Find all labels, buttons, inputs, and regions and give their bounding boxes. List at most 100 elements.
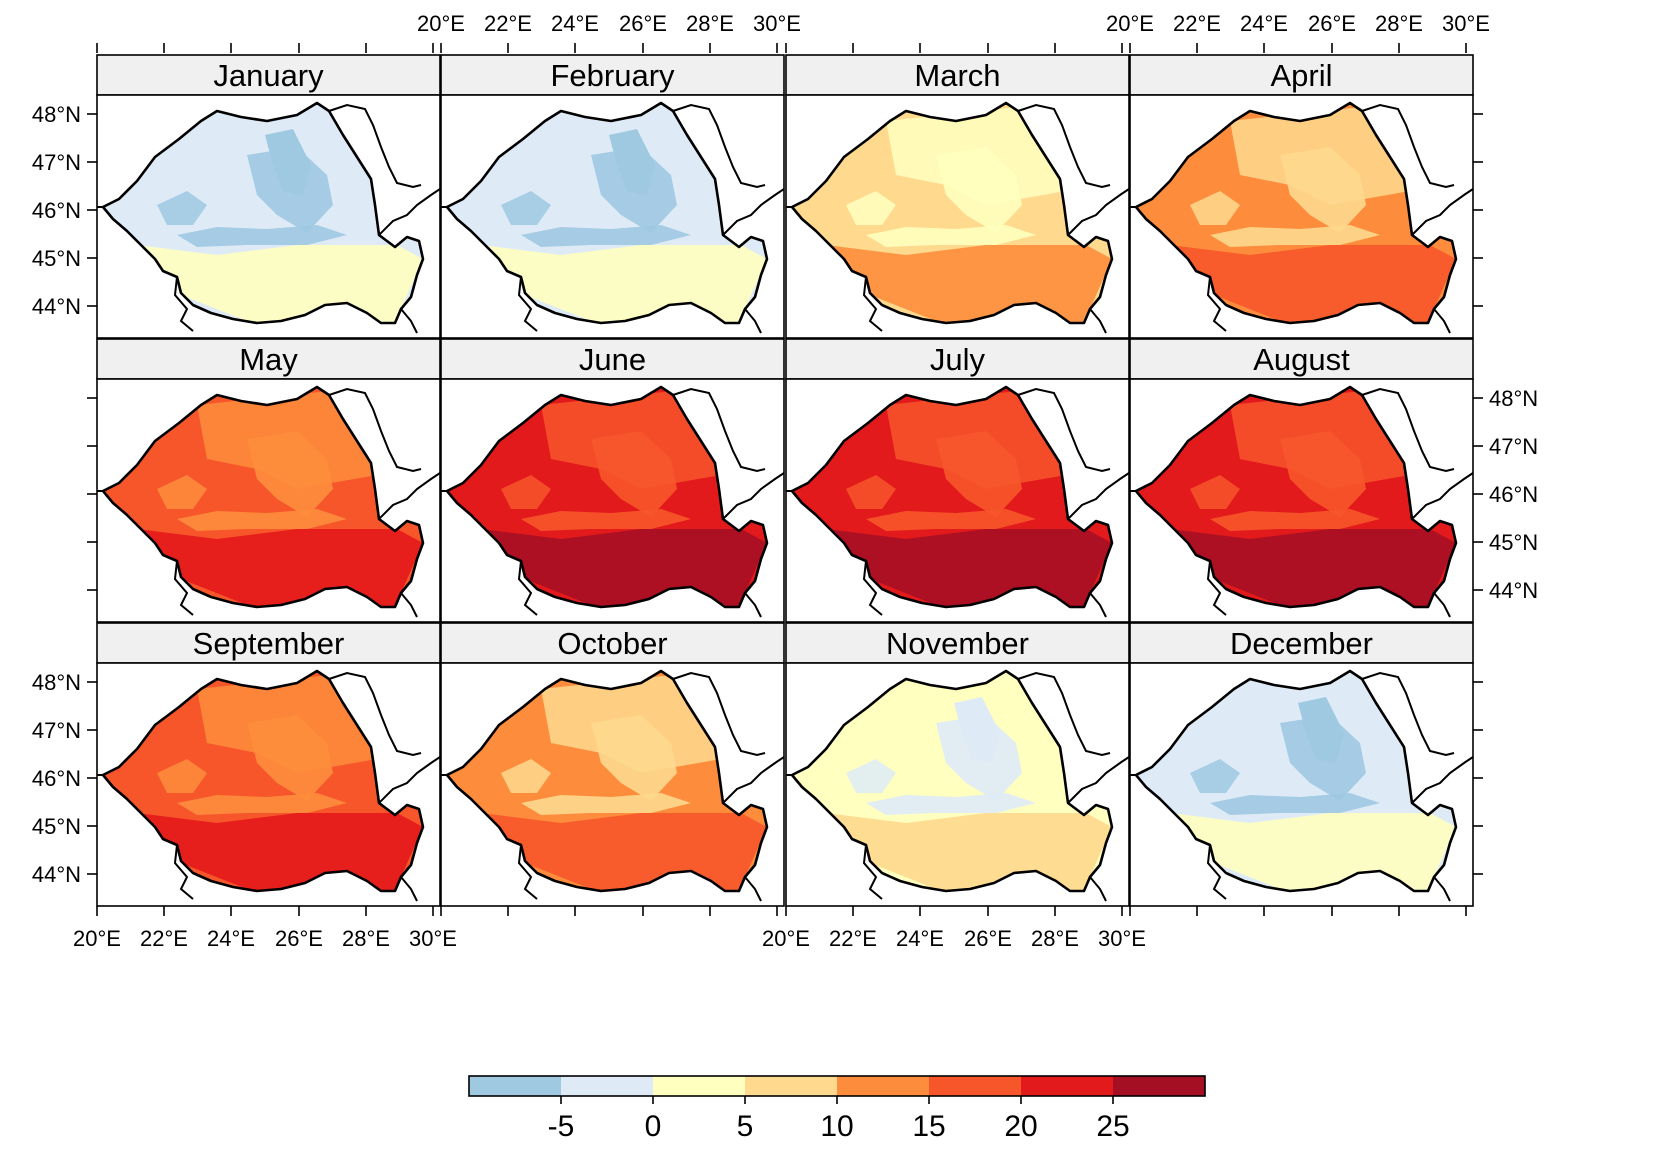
neighbour-border: [1089, 592, 1107, 618]
neighbour-border: [173, 844, 194, 900]
neighbour-border: [1361, 387, 1455, 473]
apuseni-zone: [501, 759, 551, 793]
neighbour-border: [517, 560, 538, 616]
x-tick-label: 24°E: [1240, 11, 1288, 36]
x-tick-label: 26°E: [275, 926, 323, 951]
neighbour-border: [173, 560, 194, 616]
panel-january: January: [96, 54, 441, 339]
panel-strip: [1129, 54, 1474, 96]
y-tick-label: 47°N: [32, 718, 81, 743]
cold-spot: [609, 129, 655, 195]
romania-border: [790, 385, 1114, 609]
x-tick-label: 24°E: [551, 11, 599, 36]
panel-title: October: [557, 626, 667, 661]
romania-border: [445, 101, 769, 325]
x-tick-label: 20°E: [73, 926, 121, 951]
y-tick-label: 48°N: [32, 670, 81, 695]
neighbour-border: [672, 387, 766, 473]
romania-map: [441, 669, 785, 902]
romania-border: [445, 669, 769, 893]
apuseni-zone: [1190, 191, 1240, 225]
x-tick-label: 28°E: [1375, 11, 1423, 36]
neighbour-border: [1411, 472, 1474, 520]
neighbour-border: [1089, 876, 1107, 902]
neighbour-border: [1067, 756, 1130, 804]
axes-layer: 20°E 22°E 24°E 26°E 28°E 30°E 20°E 22°E 24°E 26°E…: [32, 11, 1538, 951]
apuseni-zone: [501, 475, 551, 509]
panel-title: May: [239, 342, 298, 377]
colorbar-label: 25: [1096, 1110, 1129, 1143]
southern-carpathians-zone: [866, 793, 1036, 815]
panel-december: December: [1129, 622, 1474, 907]
x-tick-label: 30°E: [1098, 926, 1146, 951]
colorbar-bin: [561, 1076, 654, 1096]
neighbour-border: [173, 276, 194, 332]
romania-border: [101, 101, 425, 325]
panel-march: March: [785, 54, 1130, 339]
neighbour-border: [1411, 188, 1474, 236]
apuseni-zone: [501, 191, 551, 225]
southern-carpathians-zone: [866, 509, 1036, 531]
x-tick-label: 20°E: [762, 926, 810, 951]
romania-border: [1134, 101, 1458, 325]
y-tick-label: 45°N: [32, 814, 81, 839]
x-tick-label: 30°E: [753, 11, 801, 36]
neighbour-border: [1411, 756, 1474, 804]
neighbour-border: [722, 472, 785, 520]
panel-may: May: [96, 338, 441, 623]
southern-carpathians-zone: [521, 509, 691, 531]
x-tick-label: 26°E: [619, 11, 667, 36]
neighbour-border: [328, 671, 422, 757]
romania-map: [786, 385, 1130, 618]
colorbar-label: 20: [1004, 1110, 1037, 1143]
panel-title: November: [886, 626, 1029, 661]
romania-map: [1130, 101, 1474, 334]
y-tick-label: 44°N: [32, 294, 81, 319]
y-tick-label: 48°N: [1489, 386, 1538, 411]
x-tick-label: 28°E: [686, 11, 734, 36]
southern-carpathians-zone: [866, 225, 1036, 247]
romania-border: [790, 101, 1114, 325]
southern-carpathians-zone: [521, 793, 691, 815]
neighbour-border: [744, 876, 762, 902]
colorbar-bin: [929, 1076, 1022, 1096]
neighbour-border: [1433, 308, 1451, 334]
panel-strip: [96, 622, 441, 664]
y-tick-label: 45°N: [32, 246, 81, 271]
x-tick-label: 30°E: [409, 926, 457, 951]
cold-spot: [1298, 697, 1344, 763]
romania-map: [441, 101, 785, 334]
panel-strip: [96, 338, 441, 380]
romania-map: [97, 385, 441, 618]
neighbour-border: [1206, 844, 1227, 900]
neighbour-border: [517, 276, 538, 332]
romania-map: [441, 385, 785, 618]
apuseni-zone: [846, 475, 896, 509]
cold-spot: [954, 697, 1000, 763]
romania-border: [1134, 669, 1458, 893]
y-tick-label: 46°N: [32, 766, 81, 791]
colorbar-bin: [653, 1076, 746, 1096]
romania-map: [786, 101, 1130, 334]
panel-title: July: [930, 342, 986, 377]
southern-carpathians-zone: [1210, 793, 1380, 815]
neighbour-border: [1433, 876, 1451, 902]
panel-strip: [440, 54, 785, 96]
romania-map: [97, 101, 441, 334]
neighbour-border: [672, 103, 766, 189]
panel-july: July: [785, 338, 1130, 623]
y-tick-label: 44°N: [1489, 578, 1538, 603]
neighbour-border: [400, 876, 418, 902]
panel-title: June: [579, 342, 646, 377]
apuseni-zone: [1190, 475, 1240, 509]
panel-february: February: [440, 54, 785, 339]
neighbour-border: [862, 276, 883, 332]
apuseni-zone: [846, 759, 896, 793]
colorbar-label: 10: [820, 1110, 853, 1143]
x-tick-label: 24°E: [207, 926, 255, 951]
neighbour-border: [400, 592, 418, 618]
x-tick-label: 26°E: [964, 926, 1012, 951]
carpathian-zone: [936, 431, 1022, 517]
x-tick-label: 24°E: [896, 926, 944, 951]
neighbour-border: [1361, 671, 1455, 757]
